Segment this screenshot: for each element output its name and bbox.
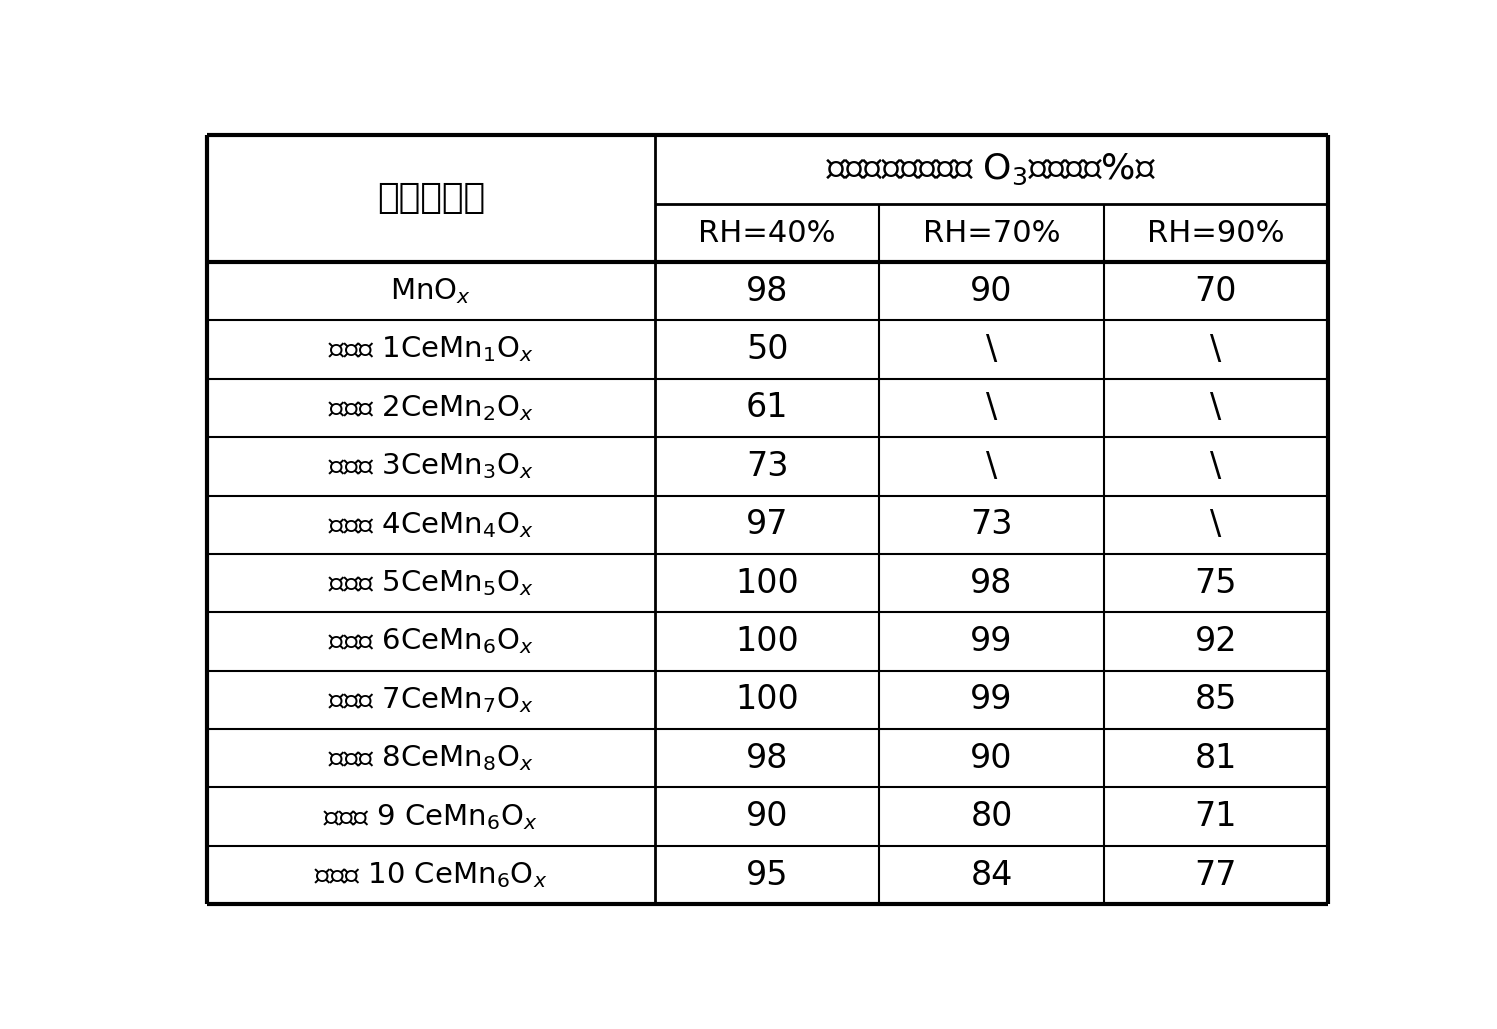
Text: \: \ (1210, 508, 1222, 541)
Text: \: \ (987, 391, 997, 424)
Text: 催化剂编号: 催化剂编号 (377, 181, 485, 215)
Text: RH=40%: RH=40% (699, 218, 835, 248)
Text: 实施例 7CeMn$_{7}$O$_{x}$: 实施例 7CeMn$_{7}$O$_{x}$ (328, 685, 533, 715)
Text: 99: 99 (970, 625, 1013, 658)
Text: 实施例 5CeMn$_{5}$O$_{x}$: 实施例 5CeMn$_{5}$O$_{x}$ (328, 568, 533, 598)
Text: 90: 90 (970, 275, 1013, 308)
Text: MnO$_{x}$: MnO$_{x}$ (391, 276, 472, 306)
Text: 实施例 2CeMn$_{2}$O$_{x}$: 实施例 2CeMn$_{2}$O$_{x}$ (328, 393, 533, 423)
Text: 77: 77 (1195, 858, 1237, 891)
Text: 85: 85 (1195, 683, 1237, 716)
Text: 73: 73 (970, 508, 1013, 541)
Text: 97: 97 (746, 508, 789, 541)
Text: 92: 92 (1195, 625, 1237, 658)
Text: \: \ (1210, 450, 1222, 483)
Text: 90: 90 (746, 801, 789, 833)
Text: 95: 95 (746, 858, 789, 891)
Text: 61: 61 (746, 391, 789, 424)
Text: 100: 100 (735, 625, 799, 658)
Text: 71: 71 (1195, 801, 1237, 833)
Text: RH=70%: RH=70% (922, 218, 1060, 248)
Text: \: \ (987, 333, 997, 366)
Text: \: \ (1210, 333, 1222, 366)
Text: 100: 100 (735, 683, 799, 716)
Text: 81: 81 (1195, 742, 1237, 775)
Text: 实施例 3CeMn$_{3}$O$_{x}$: 实施例 3CeMn$_{3}$O$_{x}$ (328, 452, 533, 482)
Text: \: \ (1210, 391, 1222, 424)
Text: 73: 73 (746, 450, 789, 483)
Text: 实施例 9 CeMn$_{6}$O$_{x}$: 实施例 9 CeMn$_{6}$O$_{x}$ (323, 802, 537, 831)
Text: RH=90%: RH=90% (1147, 218, 1284, 248)
Text: 84: 84 (970, 858, 1012, 891)
Text: 98: 98 (746, 742, 789, 775)
Text: 不同相对湿度下的 O$_3$转化率（%）: 不同相对湿度下的 O$_3$转化率（%） (826, 152, 1157, 187)
Text: 80: 80 (970, 801, 1012, 833)
Text: 实施例 1CeMn$_{1}$O$_{x}$: 实施例 1CeMn$_{1}$O$_{x}$ (328, 334, 533, 364)
Text: 实施例 6CeMn$_{6}$O$_{x}$: 实施例 6CeMn$_{6}$O$_{x}$ (328, 627, 533, 657)
Text: 98: 98 (746, 275, 789, 308)
Text: 75: 75 (1195, 567, 1237, 600)
Text: 90: 90 (970, 742, 1013, 775)
Text: 50: 50 (746, 333, 789, 366)
Text: \: \ (987, 450, 997, 483)
Text: 70: 70 (1195, 275, 1237, 308)
Text: 实施例 4CeMn$_{4}$O$_{x}$: 实施例 4CeMn$_{4}$O$_{x}$ (328, 509, 533, 539)
Text: 99: 99 (970, 683, 1013, 716)
Text: 100: 100 (735, 567, 799, 600)
Text: 实施例 8CeMn$_{8}$O$_{x}$: 实施例 8CeMn$_{8}$O$_{x}$ (328, 743, 533, 773)
Text: 实施例 10 CeMn$_{6}$O$_{x}$: 实施例 10 CeMn$_{6}$O$_{x}$ (314, 860, 548, 890)
Text: 98: 98 (970, 567, 1012, 600)
